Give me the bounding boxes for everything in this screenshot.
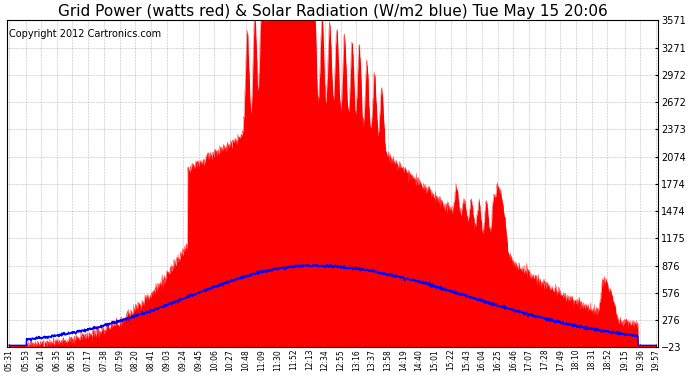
Title: Grid Power (watts red) & Solar Radiation (W/m2 blue) Tue May 15 20:06: Grid Power (watts red) & Solar Radiation… — [58, 4, 607, 19]
Text: Copyright 2012 Cartronics.com: Copyright 2012 Cartronics.com — [9, 28, 161, 39]
